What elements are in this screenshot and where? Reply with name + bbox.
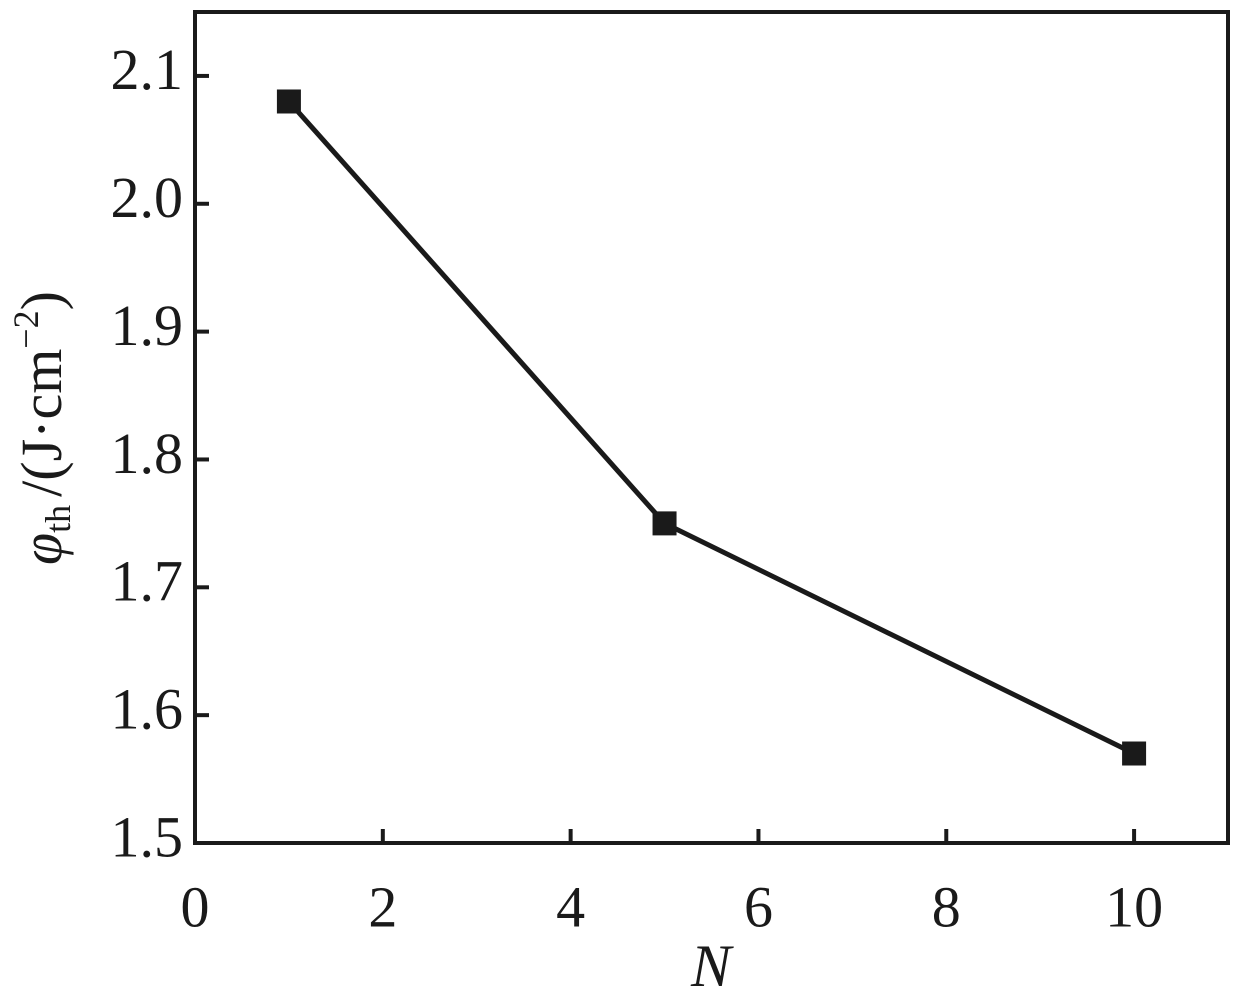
y-label-unit: /(J·cm xyxy=(9,349,74,497)
y-tick-label: 1.7 xyxy=(111,549,184,614)
x-tick-label: 0 xyxy=(181,874,210,939)
marker xyxy=(652,511,677,536)
y-tick-label: 1.5 xyxy=(111,804,184,869)
y-tick-label: 2.0 xyxy=(111,165,184,230)
y-label-close: ) xyxy=(9,291,74,310)
y-tick-label: 2.1 xyxy=(111,37,184,102)
y-tick-label: 1.8 xyxy=(111,421,184,486)
x-tick-label: 2 xyxy=(368,874,397,939)
data-line xyxy=(287,99,1136,756)
x-tick-label: 6 xyxy=(744,874,773,939)
marker xyxy=(276,89,301,114)
x-tick-label: 10 xyxy=(1105,874,1163,939)
plot-frame xyxy=(193,10,1230,845)
marker xyxy=(1122,741,1147,766)
y-label-exponent: −2 xyxy=(6,310,46,348)
y-label-subscript: th xyxy=(38,505,78,533)
y-axis-label: φth /(J·cm−2) xyxy=(6,291,78,565)
y-tick-label: 1.6 xyxy=(111,676,184,741)
y-label-symbol: φ xyxy=(9,533,74,565)
x-tick-label: 4 xyxy=(556,874,585,939)
x-axis-label: N xyxy=(690,933,734,999)
x-tick-label: 8 xyxy=(932,874,961,939)
y-tick-label: 1.9 xyxy=(111,293,184,358)
